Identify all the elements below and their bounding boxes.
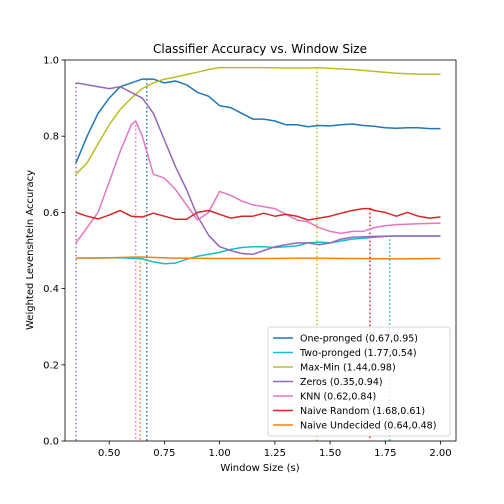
y-tick-label: 0.0 bbox=[43, 437, 59, 448]
max-min-legend-label: Max-Min (1.44,0.98) bbox=[300, 363, 396, 374]
legend-box bbox=[267, 326, 451, 437]
x-tick-label: 2.00 bbox=[429, 448, 451, 459]
naive-undecided-series-line bbox=[75, 256, 441, 260]
x-tick-label: 1.50 bbox=[319, 448, 341, 459]
y-tick-label: 1.0 bbox=[43, 56, 59, 67]
y-axis-ticks: 0.0 0.2 0.4 0.6 0.8 1.0 bbox=[43, 56, 65, 448]
legend: One-pronged (0.67,0.95) Two-pronged (1.77… bbox=[267, 326, 451, 437]
x-tick-label: 0.50 bbox=[98, 448, 120, 459]
chart-title: Classifier Accuracy vs. Window Size bbox=[153, 42, 367, 56]
y-tick-label: 0.6 bbox=[43, 208, 59, 219]
series-lines bbox=[75, 66, 441, 265]
plot-frame bbox=[64, 59, 457, 442]
max-min-series-line bbox=[75, 66, 441, 175]
one-pronged-series-line bbox=[75, 78, 441, 164]
y-tick-label: 0.4 bbox=[43, 284, 59, 295]
zeros-series-line bbox=[75, 82, 441, 256]
x-axis-label: Window Size (s) bbox=[220, 463, 299, 474]
y-axis-label: Weighted Levenshtein Accuracy bbox=[25, 170, 36, 330]
two-pronged-legend-label: Two-pronged (1.77,0.54) bbox=[299, 348, 417, 359]
naive-undecided-legend-label: Naive Undecided (0.64,0.48) bbox=[300, 421, 436, 432]
x-tick-label: 1.25 bbox=[264, 448, 286, 459]
y-tick-label: 0.2 bbox=[43, 360, 59, 371]
naive-random-legend-label: Naive Random (1.68,0.61) bbox=[300, 406, 425, 417]
x-tick-label: 1.00 bbox=[208, 448, 230, 459]
x-tick-label: 1.75 bbox=[374, 448, 396, 459]
knn-legend-label: KNN (0.62,0.84) bbox=[300, 392, 376, 403]
x-tick-label: 0.75 bbox=[153, 448, 175, 459]
one-pronged-legend-label: One-pronged (0.67,0.95) bbox=[300, 334, 418, 345]
naive-random-series-line bbox=[75, 207, 441, 221]
zeros-legend-label: Zeros (0.35,0.94) bbox=[300, 377, 383, 388]
y-tick-label: 0.8 bbox=[43, 132, 59, 143]
knn-series-line bbox=[75, 120, 441, 244]
x-axis-ticks: 0.50 0.75 1.00 1.25 1.50 1.75 2.00 bbox=[98, 441, 452, 459]
